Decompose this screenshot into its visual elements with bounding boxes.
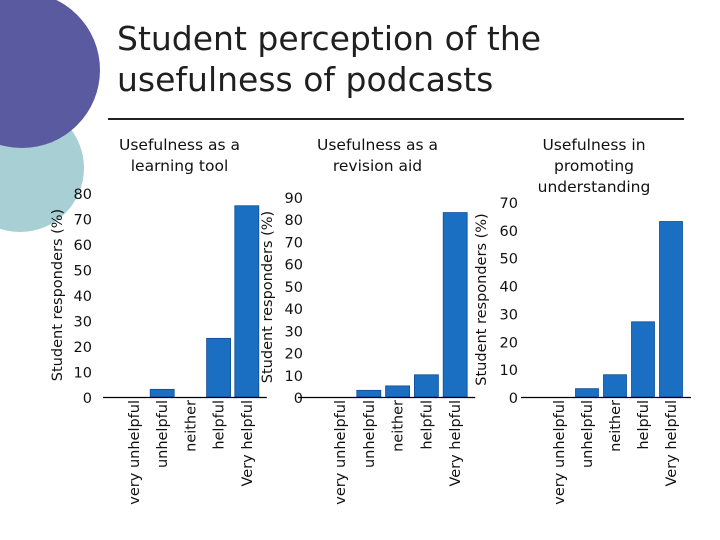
- chart-2-bar: [356, 389, 382, 398]
- chart-2-ytick-label: 40: [285, 302, 303, 318]
- chart-3-ytick-label: 10: [500, 363, 518, 379]
- chart-2-ytick-label: 90: [285, 191, 303, 207]
- page-title: Student perception of the usefulness of …: [117, 19, 542, 99]
- decor-circle-dark: [0, 0, 100, 148]
- chart-1-bar: [149, 388, 175, 398]
- chart-3-ytick-label: 30: [500, 307, 518, 323]
- chart-3-bar: [603, 374, 627, 398]
- chart-1-bar: [234, 205, 260, 398]
- chart-2-ytick-label: 50: [285, 280, 303, 296]
- chart-3-ylabel: Student responders (%): [474, 213, 490, 385]
- chart-1-category-label: helpful: [212, 400, 228, 450]
- title-divider: [108, 118, 684, 120]
- chart-1-ytick-label: 20: [74, 340, 92, 356]
- chart-2-ytick-label: 10: [285, 369, 303, 385]
- chart-3-category-label: neither: [608, 400, 624, 452]
- chart-2-ytick-label: 60: [285, 258, 303, 274]
- chart-1-category-label: very unhelpful: [127, 400, 143, 505]
- chart-2-category-label: helpful: [419, 400, 435, 450]
- chart-1-bar: [206, 337, 232, 398]
- chart-3-title: Usefulness in promoting understanding: [537, 136, 651, 196]
- chart-1-ytick-label: 50: [74, 264, 92, 280]
- chart-2-bar: [385, 385, 411, 398]
- chart-3-category-label: unhelpful: [580, 400, 596, 468]
- chart-3-ytick-label: 20: [500, 335, 518, 351]
- chart-3-ytick-label: 50: [500, 252, 518, 268]
- chart-2-ytick-label: 20: [285, 347, 303, 363]
- chart-3-bar: [575, 388, 599, 398]
- chart-3-category-label: helpful: [636, 400, 652, 450]
- chart-1-ytick-label: 80: [74, 187, 92, 203]
- chart-2-bar: [442, 212, 468, 398]
- chart-1-ytick-label: 10: [74, 366, 92, 382]
- chart-3-ytick-label: 60: [500, 224, 518, 240]
- chart-2-bar: [413, 374, 439, 398]
- chart-2-ytick-label: 80: [285, 213, 303, 229]
- chart-1-ytick-label: 60: [74, 238, 92, 254]
- chart-1-category-label: unhelpful: [155, 400, 171, 468]
- chart-2-title: Usefulness as a revision aid: [317, 136, 438, 175]
- chart-3-ytick-label: 70: [500, 196, 518, 212]
- chart-3-bar: [659, 221, 683, 398]
- chart-1-ytick-label: 70: [74, 213, 92, 229]
- chart-3-category-label: very unhelpful: [552, 400, 568, 505]
- chart-3-bar: [631, 321, 655, 398]
- chart-2-category-label: unhelpful: [362, 400, 378, 468]
- chart-2-category-label: Very helpful: [448, 400, 464, 487]
- chart-1-ytick-label: 30: [74, 315, 92, 331]
- chart-3-ytick-label: 40: [500, 280, 518, 296]
- chart-2-ytick-label: 0: [294, 391, 303, 407]
- chart-2-ylabel: Student responders (%): [260, 211, 276, 383]
- chart-3-category-label: Very helpful: [664, 400, 680, 487]
- chart-1-category-label: neither: [183, 400, 199, 452]
- chart-3-ytick-label: 0: [509, 391, 518, 407]
- chart-1-ylabel: Student responders (%): [50, 209, 66, 381]
- chart-1-category-label: Very helpful: [240, 400, 256, 487]
- chart-1-ytick-label: 0: [83, 391, 92, 407]
- chart-1-title: Usefulness as a learning tool: [119, 136, 240, 175]
- chart-2-category-label: neither: [391, 400, 407, 452]
- chart-1-ytick-label: 40: [74, 289, 92, 305]
- chart-2-ytick-label: 30: [285, 324, 303, 340]
- chart-2-ytick-label: 70: [285, 235, 303, 251]
- chart-2-category-label: very unhelpful: [333, 400, 349, 505]
